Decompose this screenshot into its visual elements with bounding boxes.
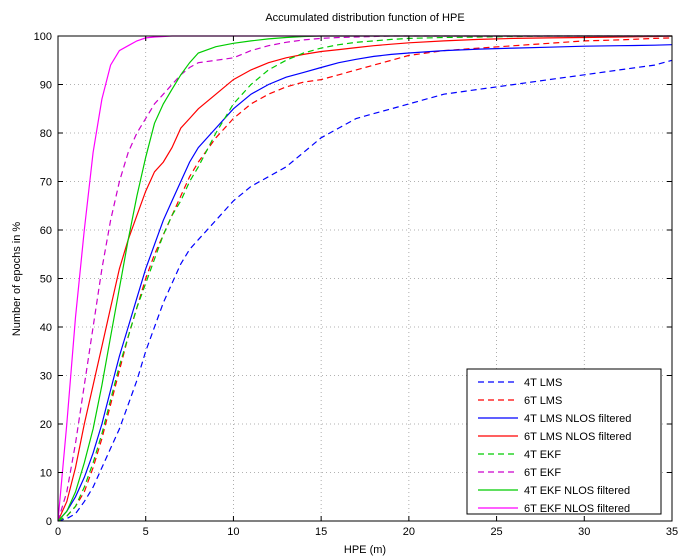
y-tick-label: 0 — [46, 516, 52, 528]
y-tick-label: 50 — [40, 274, 52, 286]
y-tick-label: 70 — [40, 177, 52, 189]
legend-label-6t-lms: 6T LMS — [524, 395, 562, 407]
chart-title: Accumulated distribution function of HPE — [265, 12, 464, 24]
legend-label-4t-ekf: 4T EKF — [524, 449, 561, 461]
x-tick-label: 25 — [490, 526, 502, 538]
y-tick-label: 40 — [40, 322, 52, 334]
axis-ticks: 0 5 10 15 20 25 30 35 0 10 20 30 40 50 60 70 80 90 100 — [34, 31, 678, 538]
x-tick-label: 0 — [55, 526, 61, 538]
legend: 4T LMS 6T LMS 4T LMS NLOS filtered 6T LMS N… — [466, 368, 662, 515]
legend-label-4t-ekf-nlos-filtered: 4T EKF NLOS filtered — [524, 485, 630, 497]
y-tick-label: 20 — [40, 419, 52, 431]
x-axis-label: HPE (m) — [344, 544, 386, 556]
series-line-4t-lms — [57, 59, 673, 522]
y-tick-label: 10 — [40, 468, 52, 480]
x-tick-label: 15 — [315, 526, 327, 538]
series-line-4t-lms-nlos-filtered — [57, 44, 673, 522]
x-tick-label: 5 — [143, 526, 149, 538]
legend-label-4t-lms-nlos-filtered: 4T LMS NLOS filtered — [524, 413, 631, 425]
x-tick-label: 10 — [227, 526, 239, 538]
y-axis-label: Number of epochs in % — [11, 222, 23, 337]
y-tick-label: 100 — [34, 31, 52, 43]
legend-entries: 4T LMS 6T LMS 4T LMS NLOS filtered 6T LMS N… — [478, 377, 631, 515]
legend-label-6t-ekf-nlos-filtered: 6T EKF NLOS filtered — [524, 503, 630, 515]
series-line-4t-ekf — [57, 35, 672, 522]
x-tick-label: 30 — [578, 526, 590, 538]
y-tick-label: 90 — [40, 80, 52, 92]
y-tick-label: 30 — [40, 371, 52, 383]
series-line-6t-lms-nlos-filtered — [57, 35, 673, 522]
legend-label-6t-lms-nlos-filtered: 6T LMS NLOS filtered — [524, 431, 631, 443]
legend-label-6t-ekf: 6T EKF — [524, 467, 561, 479]
x-tick-label: 20 — [403, 526, 415, 538]
y-tick-label: 60 — [40, 225, 52, 237]
series-line-6t-lms — [57, 37, 673, 522]
legend-label-4t-lms: 4T LMS — [524, 377, 562, 389]
x-tick-label: 35 — [666, 526, 678, 538]
y-tick-label: 80 — [40, 128, 52, 140]
